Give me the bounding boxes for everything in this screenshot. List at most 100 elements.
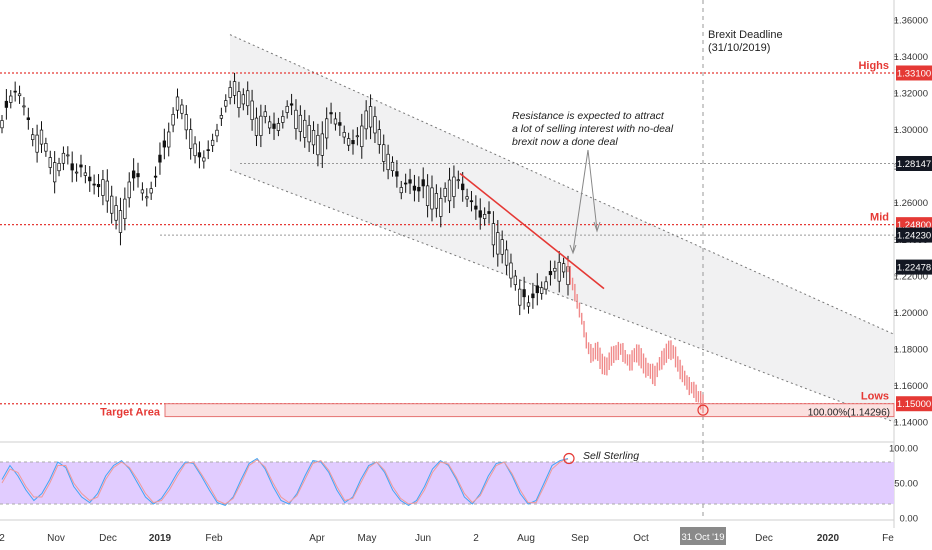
price-tag-label[interactable]: 1.24230 bbox=[897, 231, 931, 242]
candle-body bbox=[386, 153, 390, 171]
candle-body bbox=[197, 152, 202, 158]
candle-body bbox=[101, 179, 105, 196]
candle-body bbox=[425, 185, 430, 207]
price-tag-label[interactable]: 1.22478 bbox=[897, 263, 931, 274]
candle-body bbox=[61, 152, 66, 164]
time-tick-label: Aug bbox=[517, 533, 535, 544]
candle-body bbox=[153, 175, 158, 178]
price-tag-box[interactable] bbox=[896, 259, 932, 275]
target-area-box[interactable] bbox=[164, 403, 895, 418]
candle-body bbox=[118, 210, 123, 233]
candle-body bbox=[399, 187, 403, 194]
price-tick-label: 1.32000 bbox=[894, 89, 928, 100]
candle-body bbox=[175, 96, 180, 111]
candle-body bbox=[373, 116, 377, 134]
price-tag-label[interactable]: 1.15000 bbox=[897, 399, 931, 410]
candle-body bbox=[482, 214, 487, 219]
candle-body bbox=[364, 110, 368, 130]
brexit-deadline-text: Brexit Deadline bbox=[708, 29, 783, 41]
candle-body bbox=[272, 123, 276, 129]
candle-body bbox=[351, 140, 355, 145]
oscillator-tick-label: 50.00 bbox=[894, 479, 918, 490]
price-tick-label: 1.36000 bbox=[894, 16, 928, 27]
time-tick-label: Nov bbox=[47, 533, 65, 544]
price-tag-label[interactable]: 1.24800 bbox=[897, 220, 931, 231]
resistance-note-line3: brexit now a done deal bbox=[512, 136, 618, 148]
candle-body bbox=[320, 133, 324, 156]
candle-body bbox=[294, 109, 298, 129]
candle-body bbox=[267, 121, 272, 129]
oscillator-tick-label: 100.00 bbox=[889, 444, 918, 455]
candle-body bbox=[338, 122, 342, 126]
price-tick-label: 1.22000 bbox=[894, 271, 928, 282]
time-tick-label: Oct bbox=[633, 533, 649, 544]
time-tick-label: 2 bbox=[473, 533, 479, 544]
time-highlight-box[interactable] bbox=[680, 527, 726, 545]
time-tick-label: 2020 bbox=[817, 533, 840, 544]
candle-body bbox=[228, 87, 232, 98]
sell-sterling-text: Sell Sterling bbox=[583, 450, 639, 462]
candle-body bbox=[452, 176, 456, 197]
annotation-arrow bbox=[572, 149, 598, 253]
level-label-mid: Mid bbox=[870, 212, 889, 224]
candle-body bbox=[158, 154, 162, 163]
candle-body bbox=[346, 138, 351, 146]
price-tag-label[interactable]: 1.28147 bbox=[897, 159, 931, 170]
candle-body bbox=[439, 198, 443, 217]
resistance-trendline[interactable] bbox=[459, 172, 605, 290]
candle-body bbox=[259, 115, 263, 136]
price-tag-box[interactable] bbox=[896, 227, 932, 243]
candle-body bbox=[180, 104, 184, 114]
candle-body bbox=[4, 100, 9, 108]
candle-body bbox=[465, 196, 469, 200]
target-area[interactable]: Target Area 100.00%(1.14296) bbox=[100, 403, 895, 419]
resistance-note-line2: a lot of selling interest with no-deal bbox=[512, 123, 674, 135]
level-label-lows: Lows bbox=[861, 391, 889, 403]
oscillator-lines: Sell Sterling bbox=[0, 450, 894, 506]
channel-upper-line[interactable] bbox=[229, 34, 895, 335]
candle-body bbox=[136, 173, 140, 178]
price-tag-box[interactable] bbox=[896, 396, 932, 412]
candle-body bbox=[35, 134, 39, 153]
candle-body bbox=[92, 183, 96, 186]
candle-body bbox=[500, 239, 504, 255]
candle-body bbox=[206, 149, 210, 151]
price-tag-box[interactable] bbox=[896, 65, 932, 81]
brexit-deadline-date: (31/10/2019) bbox=[708, 42, 770, 54]
resistance-line[interactable] bbox=[459, 172, 605, 290]
candle-body bbox=[311, 129, 316, 146]
candle-body bbox=[281, 116, 285, 123]
price-tag-label[interactable]: 1.33100 bbox=[897, 68, 931, 79]
oscillator-tick-label: 0.00 bbox=[900, 514, 919, 525]
price-tag-box[interactable] bbox=[896, 155, 932, 171]
candle-body bbox=[202, 157, 206, 162]
candle-body bbox=[487, 211, 491, 214]
oscillator-line-1 bbox=[1, 458, 569, 505]
price-tick-label: 1.20000 bbox=[894, 308, 928, 319]
time-tick-label: Feb bbox=[205, 533, 223, 544]
candle-body bbox=[561, 263, 566, 273]
time-axis[interactable]: 2NovDec2019FebAprMayJun2AugSepOctNovDec2… bbox=[0, 527, 894, 545]
candle-body bbox=[443, 187, 447, 197]
trend-channel[interactable] bbox=[160, 0, 895, 520]
candle-body bbox=[0, 120, 4, 129]
candle-body bbox=[149, 188, 153, 194]
time-highlight-label[interactable]: 31 Oct '19 bbox=[681, 532, 724, 543]
candlestick-series bbox=[0, 72, 570, 316]
channel-lower-line[interactable] bbox=[229, 169, 895, 423]
level-label-highs: Highs bbox=[858, 60, 889, 72]
price-tick-label: 1.14000 bbox=[894, 418, 928, 429]
projected-series bbox=[567, 261, 709, 416]
candle-body bbox=[303, 119, 307, 138]
candle-body bbox=[246, 90, 250, 107]
candle-body bbox=[395, 171, 399, 177]
candle-body bbox=[544, 281, 548, 290]
price-tick-label: 1.34000 bbox=[894, 52, 928, 63]
candle-body bbox=[79, 164, 83, 168]
candle-body bbox=[263, 111, 267, 117]
price-axis[interactable]: 1.360001.340001.320001.300001.280001.260… bbox=[889, 16, 932, 525]
target-area-label: Target Area bbox=[100, 407, 161, 419]
candle-body bbox=[513, 275, 517, 285]
candle-body bbox=[123, 198, 127, 220]
